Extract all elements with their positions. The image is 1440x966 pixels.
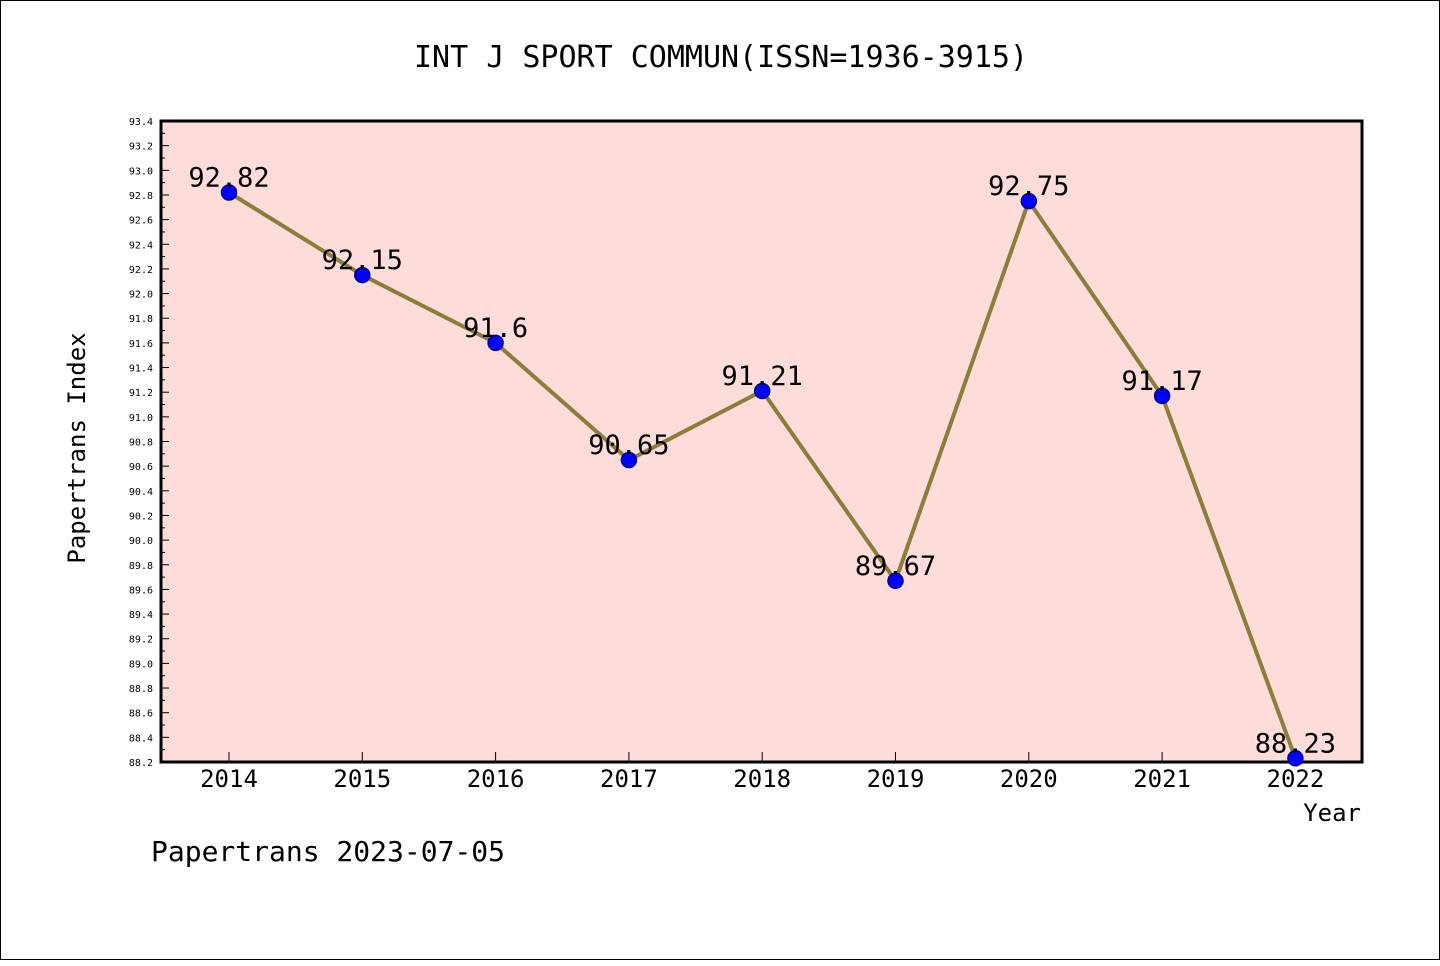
data-point bbox=[1020, 192, 1038, 210]
data-label: 91.6 bbox=[463, 313, 528, 344]
data-point bbox=[1287, 750, 1304, 767]
x-tick-label: 2015 bbox=[333, 765, 391, 793]
data-point bbox=[220, 184, 238, 201]
data-point bbox=[354, 266, 371, 284]
y-tick-label: 89.8 bbox=[129, 561, 153, 572]
y-tick-label: 90.2 bbox=[129, 511, 153, 522]
data-label: 90.65 bbox=[588, 430, 669, 461]
data-label: 92.82 bbox=[188, 162, 269, 193]
y-tick-label: 89.6 bbox=[129, 585, 153, 596]
data-point bbox=[1153, 387, 1171, 405]
y-tick-label: 88.8 bbox=[129, 684, 153, 695]
y-tick-label: 91.0 bbox=[129, 413, 153, 424]
y-tick-label: 92.2 bbox=[129, 265, 153, 276]
x-axis-label: Year bbox=[1303, 799, 1361, 827]
y-tick-label: 91.4 bbox=[129, 364, 153, 375]
x-tick-label: 2016 bbox=[467, 765, 525, 793]
data-label: 89.67 bbox=[855, 551, 936, 582]
y-tick-label: 91.2 bbox=[129, 388, 153, 399]
y-tick-label: 92.6 bbox=[129, 216, 153, 227]
data-label: 88.23 bbox=[1255, 728, 1336, 759]
data-point bbox=[753, 382, 771, 400]
y-tick-label: 88.2 bbox=[129, 758, 153, 769]
x-tick-label: 2019 bbox=[867, 765, 925, 793]
y-tick-label: 90.0 bbox=[129, 536, 153, 547]
plot-area bbox=[159, 119, 1364, 764]
x-tick-label: 2014 bbox=[200, 765, 258, 793]
data-label: 91.17 bbox=[1121, 366, 1202, 397]
y-tick-label: 92.0 bbox=[129, 290, 153, 301]
x-tick-label: 2022 bbox=[1267, 765, 1325, 793]
y-tick-label: 92.4 bbox=[129, 240, 153, 251]
data-labels: 92.82 92.15 91.6 90.65 91.21 89.67 92.75 91.17 8… bbox=[188, 162, 1336, 759]
footer-credit: Papertrans 2023-07-05 bbox=[151, 835, 506, 868]
data-point bbox=[620, 451, 638, 469]
data-label: 92.15 bbox=[322, 245, 403, 276]
x-tick-label: 2018 bbox=[733, 765, 791, 793]
y-tick-label: 89.2 bbox=[129, 635, 153, 646]
x-tick-label: 2021 bbox=[1133, 765, 1191, 793]
y-tick-label: 88.4 bbox=[129, 733, 153, 744]
data-markers bbox=[220, 184, 1304, 767]
data-point bbox=[487, 334, 504, 352]
y-tick-label: 90.4 bbox=[129, 487, 153, 498]
y-tick-label: 89.0 bbox=[129, 659, 153, 670]
y-tick-label: 93.4 bbox=[129, 117, 153, 128]
x-tick-label: 2020 bbox=[1000, 765, 1058, 793]
y-tick-label: 93.2 bbox=[129, 142, 153, 153]
data-label: 92.75 bbox=[988, 171, 1069, 202]
y-tick-label: 90.8 bbox=[129, 438, 153, 449]
y-tick-label: 89.4 bbox=[129, 610, 153, 621]
y-axis-label: Papertrans Index bbox=[63, 332, 91, 563]
y-tick-label: 88.6 bbox=[129, 709, 153, 720]
y-tick-label: 90.6 bbox=[129, 462, 153, 473]
y-tick-label: 92.8 bbox=[129, 191, 153, 202]
x-tick-label: 2017 bbox=[600, 765, 658, 793]
x-axis: 2014 2015 2016 2017 2018 2019 2020 2021 2022 bbox=[200, 752, 1324, 793]
y-tick-label: 93.0 bbox=[129, 166, 153, 177]
data-label: 91.21 bbox=[722, 361, 803, 392]
y-axis: 88.2 88.4 88.6 88.8 89.0 89.2 89.4 89.6 89.8 90.0… bbox=[129, 117, 169, 769]
data-point bbox=[887, 572, 904, 590]
y-tick-label: 91.8 bbox=[129, 314, 153, 325]
chart-title: INT J SPORT COMMUN(ISSN=1936-3915) bbox=[414, 40, 1028, 75]
y-tick-label: 91.6 bbox=[129, 339, 153, 350]
